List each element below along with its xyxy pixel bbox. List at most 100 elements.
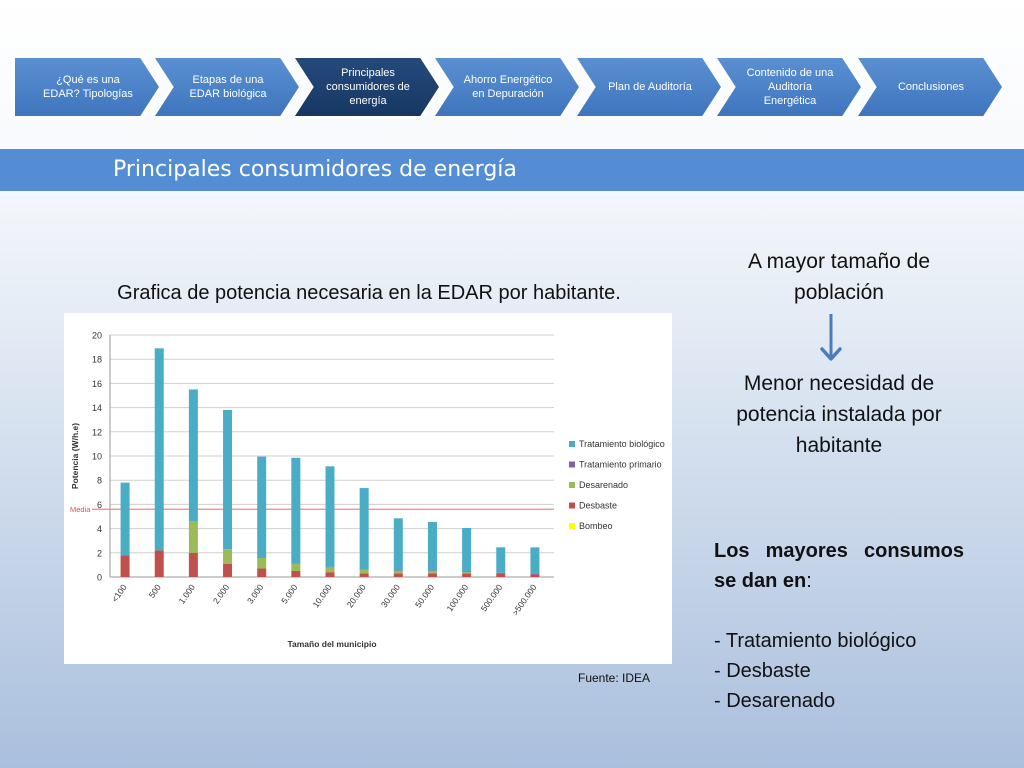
bar-segment [291, 563, 301, 564]
chart-container: 0 2 4 6 8 10 12 14 16 18 20 Media <100 500 1.000 2.000 3… [64, 313, 672, 664]
nav-step-7[interactable]: Conclusiones [855, 55, 1005, 119]
bar-segment [325, 567, 335, 573]
nav-step-2[interactable]: Etapas de una EDAR biológica [152, 55, 302, 119]
bar-segment [530, 547, 540, 574]
nav-step-body: Conclusiones [858, 58, 1002, 116]
bar-segment [325, 566, 335, 568]
legend-label: Desbaste [579, 501, 617, 511]
bar-segment [291, 563, 301, 571]
bar-segment [325, 572, 335, 577]
x-tick-label: 50.000 [413, 582, 436, 609]
nav-step-body: Ahorro Energético en Depuración [435, 58, 579, 116]
nav-step-label: Etapas de una EDAR biológica [189, 74, 267, 100]
bar-segment [257, 557, 267, 569]
list-item: - Desbaste [714, 660, 811, 682]
nav-step-body: Contenido de una Auditoría Energética [717, 58, 861, 116]
nav-step-label: Ahorro Energético en Depuración [463, 74, 553, 100]
bar-segment [393, 573, 403, 577]
source-note: Fuente: IDEA [578, 671, 651, 685]
chart-heading: Grafica de potencia necesaria en la EDAR… [117, 282, 621, 304]
population-text: A mayor tamaño de población [747, 250, 931, 304]
legend-label: Bombeo [579, 521, 613, 531]
legend-swatch [569, 523, 575, 529]
bar-segment [257, 456, 267, 558]
x-tick-label: 1.000 [177, 582, 198, 605]
power-chart: 0 2 4 6 8 10 12 14 16 18 20 Media <100 500 1.000 2.000 3… [70, 331, 665, 650]
nav-step-3[interactable]: Principales consumidores de energía [292, 55, 442, 119]
bar-segment [188, 389, 198, 522]
slide-title: Principales consumidores de energía [113, 157, 517, 182]
y-tick-label: 4 [97, 524, 102, 534]
x-tick-label: <100 [110, 582, 129, 604]
power-need-text: Menor necesidad de potencia instalada po… [736, 372, 942, 457]
legend-swatch [569, 502, 575, 509]
bar-segment [359, 573, 369, 577]
bar-segment [223, 563, 233, 577]
bar-segment [223, 410, 233, 550]
nav-step-body: ¿Qué es una EDAR? Tipologías [15, 58, 159, 116]
x-tick-label: 10.000 [311, 582, 334, 609]
nav-step-label: Contenido de una Auditoría Energética [746, 67, 834, 107]
x-tick-label: 2.000 [211, 582, 232, 605]
list-item: - Tratamiento biológico [714, 630, 917, 652]
bar-segment [462, 573, 472, 577]
nav-step-4[interactable]: Ahorro Energético en Depuración [432, 55, 582, 119]
bar-segment [257, 557, 267, 558]
bar-segment [291, 570, 301, 577]
nav-step-1[interactable]: ¿Qué es una EDAR? Tipologías [12, 55, 162, 119]
x-tick-label: 3.000 [245, 582, 266, 605]
media-label: Media [70, 505, 91, 514]
x-tick-label: 100.000 [444, 582, 470, 613]
bar-segment [393, 518, 403, 571]
consumption-list: - Tratamiento biológico - Desbaste - Des… [714, 626, 916, 716]
nav-step-5[interactable]: Plan de Auditoría [574, 55, 724, 119]
bar-segment [120, 555, 130, 577]
legend-label: Tratamiento primario [579, 460, 662, 470]
arrow-down-icon [820, 314, 842, 361]
y-tick-label: 12 [92, 427, 102, 437]
bar-segment [427, 521, 437, 571]
nav-step-body: Principales consumidores de energía [295, 58, 439, 116]
bar-segment [188, 552, 198, 577]
bar-segment [496, 547, 506, 573]
x-tick-label: 20.000 [345, 582, 368, 609]
legend-swatch [569, 461, 575, 468]
y-tick-label: 16 [92, 379, 102, 389]
bar-segment [427, 570, 437, 571]
bar-segment [154, 348, 164, 551]
bar-segment [291, 457, 301, 564]
consumption-heading: Los mayores consumos se dan en: [714, 536, 964, 596]
bar-segment [120, 482, 130, 556]
x-tick-label: 5.000 [279, 582, 300, 605]
bar-segment [530, 574, 540, 577]
bar-segment [359, 569, 369, 570]
bar-segment [257, 568, 267, 577]
legend-label: Tratamiento biológico [579, 439, 665, 449]
nav-step-label: ¿Qué es una EDAR? Tipologías [43, 74, 133, 100]
legend-swatch [569, 482, 575, 488]
bar-segment [530, 573, 540, 575]
y-axis-title: Potencia (W/h.e) [70, 423, 80, 489]
nav-step-label: Plan de Auditoría [608, 81, 692, 93]
bar-segment [223, 549, 233, 564]
bar-segment [359, 488, 369, 570]
y-tick-label: 6 [97, 500, 102, 510]
y-tick-label: 14 [92, 403, 102, 413]
title-band: Principales consumidores de energía [0, 149, 1024, 191]
bar-segment [427, 573, 437, 577]
x-tick-label: 30.000 [379, 582, 402, 609]
bar-segment [462, 571, 472, 573]
x-tick-label: 500.000 [479, 582, 505, 613]
y-tick-label: 8 [97, 476, 102, 486]
list-item: - Desarenado [714, 690, 836, 712]
y-tick-label: 10 [92, 452, 102, 462]
legend-swatch [569, 441, 575, 447]
y-tick-label: 20 [92, 331, 102, 341]
nav-step-6[interactable]: Contenido de una Auditoría Energética [714, 55, 864, 119]
y-tick-label: 2 [97, 548, 102, 558]
bar-segment [188, 521, 198, 553]
nav-step-body: Plan de Auditoría [577, 58, 721, 116]
y-tick-label: 0 [97, 573, 102, 583]
bar-segment [154, 550, 164, 577]
bar-segment [496, 573, 506, 577]
